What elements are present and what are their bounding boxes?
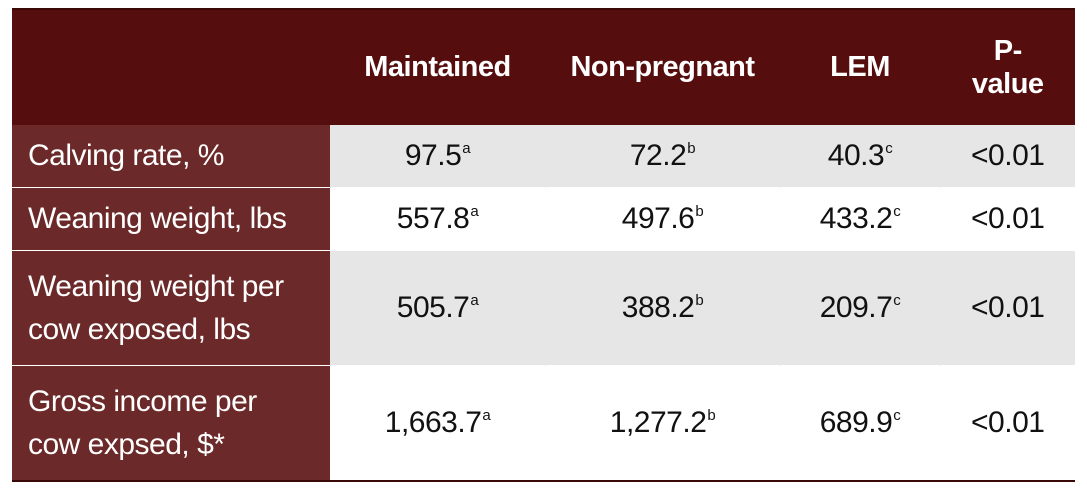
cell: 72.2b <box>545 125 780 188</box>
cell-value: 1,277.2 <box>609 406 707 439</box>
cell-value: 505.7 <box>396 291 470 324</box>
cell: 689.9c <box>780 365 940 481</box>
cell-value: 557.8 <box>396 202 470 235</box>
cell-value: 97.5 <box>404 139 462 172</box>
cell: 505.7a <box>330 250 545 366</box>
data-table: Maintained Non-pregnant LEM P-value Calving… <box>12 8 1075 482</box>
cell: <0.01 <box>940 187 1075 251</box>
cell-value: 72.2 <box>629 139 687 172</box>
significance-letter: c <box>893 203 901 220</box>
table-body: Calving rate, % 97.5a 72.2b 40.3c <0.01 Weani… <box>12 125 1075 481</box>
column-header: Non-pregnant <box>545 9 780 125</box>
column-header <box>12 9 330 125</box>
cell: 209.7c <box>780 250 940 366</box>
significance-letter: c <box>893 407 901 424</box>
cell: 433.2c <box>780 187 940 251</box>
table-header: Maintained Non-pregnant LEM P-value <box>12 9 1075 125</box>
table-row: Gross income per cow expsed, $* 1,663.7a 1… <box>12 365 1075 481</box>
significance-letter: b <box>687 140 696 157</box>
row-label: Weaning weight per cow exposed, lbs <box>12 250 330 366</box>
significance-letter: a <box>470 292 479 309</box>
table-row: Weaning weight, lbs 557.8a 497.6b 433.2c <0.… <box>12 187 1075 251</box>
significance-letter: b <box>695 203 704 220</box>
cell-value: <0.01 <box>971 291 1045 324</box>
column-header: Maintained <box>330 9 545 125</box>
column-header: P-value <box>940 9 1075 125</box>
table-row: Weaning weight per cow exposed, lbs 505.7… <box>12 250 1075 366</box>
significance-letter: a <box>470 203 479 220</box>
significance-letter: a <box>462 140 471 157</box>
cell-value: <0.01 <box>971 202 1045 235</box>
column-header: LEM <box>780 9 940 125</box>
row-label: Gross income per cow expsed, $* <box>12 365 330 481</box>
row-label: Calving rate, % <box>12 125 330 188</box>
cell: 40.3c <box>780 125 940 188</box>
cell: <0.01 <box>940 250 1075 366</box>
cell-value: 689.9 <box>819 406 893 439</box>
cell-value: 1,663.7 <box>384 406 482 439</box>
cell-value: <0.01 <box>971 139 1045 172</box>
table-row: Calving rate, % 97.5a 72.2b 40.3c <0.01 <box>12 125 1075 188</box>
cell: 1,277.2b <box>545 365 780 481</box>
cell: 557.8a <box>330 187 545 251</box>
cell: 1,663.7a <box>330 365 545 481</box>
cell-value: 433.2 <box>819 202 893 235</box>
cell-value: 40.3 <box>827 139 885 172</box>
row-label: Weaning weight, lbs <box>12 187 330 251</box>
cell-value: <0.01 <box>971 406 1045 439</box>
cell: <0.01 <box>940 125 1075 188</box>
cell-value: 209.7 <box>819 291 893 324</box>
significance-letter: a <box>482 407 491 424</box>
cell: 388.2b <box>545 250 780 366</box>
significance-letter: c <box>893 292 901 309</box>
cell-value: 497.6 <box>621 202 695 235</box>
cell: 497.6b <box>545 187 780 251</box>
header-row: Maintained Non-pregnant LEM P-value <box>12 9 1075 125</box>
significance-letter: b <box>695 292 704 309</box>
cell-value: 388.2 <box>621 291 695 324</box>
cell: 97.5a <box>330 125 545 188</box>
cell: <0.01 <box>940 365 1075 481</box>
significance-letter: b <box>707 407 716 424</box>
significance-letter: c <box>885 140 893 157</box>
